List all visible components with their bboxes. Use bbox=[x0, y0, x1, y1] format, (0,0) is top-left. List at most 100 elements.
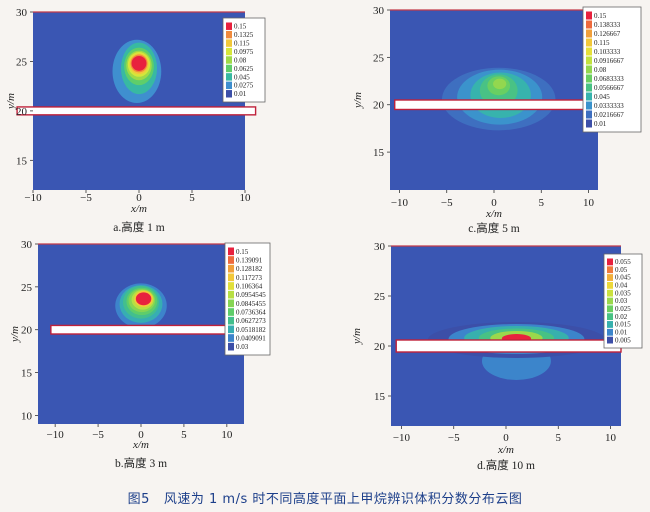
legend-swatch bbox=[586, 101, 592, 110]
y-tick-label: 25 bbox=[373, 52, 385, 64]
legend-swatch bbox=[607, 328, 613, 336]
panel-subcaption: b.高度 3 m bbox=[115, 456, 167, 470]
x-tick-label: 5 bbox=[556, 432, 562, 444]
legend-label: 0.045 bbox=[234, 73, 250, 81]
legend-label: 0.106364 bbox=[236, 282, 263, 290]
legend-label: 0.045 bbox=[615, 274, 631, 282]
legend-swatch bbox=[586, 29, 592, 38]
y-tick-label: 30 bbox=[374, 241, 386, 253]
legend-swatch bbox=[586, 56, 592, 65]
colorbar-legend: 0.150.1383330.1266670.1150.1033330.09166… bbox=[582, 6, 642, 133]
legend-swatch bbox=[586, 119, 592, 128]
legend-swatch bbox=[586, 74, 592, 83]
x-tick-label: 5 bbox=[189, 192, 195, 204]
panel-subcaption: c.高度 5 m bbox=[468, 221, 519, 235]
legend-label: 0.139091 bbox=[236, 256, 263, 264]
x-tick-label: −5 bbox=[441, 197, 453, 209]
legend-label: 0.05 bbox=[615, 266, 628, 274]
legend-label: 0.055 bbox=[615, 258, 631, 266]
legend-swatch bbox=[586, 11, 592, 20]
legend-label: 0.138333 bbox=[594, 21, 621, 29]
legend-label: 0.005 bbox=[615, 336, 631, 344]
legend-label: 0.103333 bbox=[594, 48, 621, 56]
y-tick-label: 25 bbox=[374, 291, 386, 303]
legend-label: 0.035 bbox=[615, 289, 631, 297]
legend-swatch bbox=[226, 22, 232, 30]
legend-label: 0.115 bbox=[234, 39, 250, 47]
contour-field bbox=[112, 39, 162, 103]
legend-label: 0.0566667 bbox=[594, 84, 624, 92]
contour-level bbox=[131, 56, 147, 71]
legend-label: 0.0736364 bbox=[236, 308, 266, 316]
legend-swatch bbox=[607, 281, 613, 289]
legend-swatch bbox=[226, 73, 232, 81]
y-axis-label: y/m bbox=[352, 92, 364, 109]
y-tick-label: 30 bbox=[373, 5, 385, 17]
legend-label: 0.1325 bbox=[234, 31, 254, 39]
legend-swatch bbox=[226, 56, 232, 64]
legend-swatch bbox=[607, 336, 613, 344]
legend-swatch bbox=[228, 334, 234, 342]
y-tick-label: 15 bbox=[16, 155, 28, 167]
x-tick-label: −10 bbox=[393, 432, 411, 444]
legend-swatch bbox=[586, 38, 592, 47]
y-axis-label: y/m bbox=[5, 93, 17, 110]
x-tick-label: 0 bbox=[136, 192, 142, 204]
legend-box bbox=[582, 6, 642, 133]
legend-label: 0.0916667 bbox=[594, 57, 624, 65]
x-axis-label: x/m bbox=[132, 439, 149, 451]
legend-label: 0.0275 bbox=[234, 82, 254, 90]
legend-label: 0.045 bbox=[594, 93, 610, 101]
x-tick-label: −5 bbox=[92, 429, 104, 441]
legend-label: 0.0333333 bbox=[594, 102, 624, 110]
legend-label: 0.08 bbox=[234, 56, 247, 64]
legend-swatch bbox=[607, 258, 613, 266]
x-tick-label: −5 bbox=[80, 192, 92, 204]
x-axis-label: x/m bbox=[485, 208, 502, 220]
obstacle-bar bbox=[394, 99, 590, 111]
legend-label: 0.02 bbox=[615, 313, 628, 321]
obstacle-bar bbox=[50, 324, 232, 335]
x-tick-label: −10 bbox=[24, 192, 42, 204]
legend-label: 0.03 bbox=[615, 297, 628, 305]
legend-swatch bbox=[607, 266, 613, 274]
legend-swatch bbox=[607, 313, 613, 321]
legend-swatch bbox=[226, 30, 232, 39]
legend-swatch bbox=[228, 299, 234, 308]
legend-swatch bbox=[228, 290, 234, 299]
legend-swatch bbox=[607, 289, 613, 297]
legend-swatch bbox=[226, 81, 232, 90]
y-axis-label: y/m bbox=[351, 328, 363, 345]
y-tick-label: 25 bbox=[21, 282, 33, 294]
legend-label: 0.0975 bbox=[234, 48, 254, 56]
legend-label: 0.04 bbox=[615, 282, 628, 290]
legend-swatch bbox=[586, 92, 592, 101]
x-tick-label: 10 bbox=[583, 197, 595, 209]
legend-label: 0.025 bbox=[615, 305, 631, 313]
y-tick-label: 30 bbox=[21, 239, 33, 251]
x-tick-label: −10 bbox=[47, 429, 65, 441]
y-axis-label: y/m bbox=[9, 326, 21, 343]
contour-level bbox=[135, 292, 152, 306]
legend-label: 0.0216667 bbox=[594, 111, 624, 119]
legend-swatch bbox=[607, 274, 613, 281]
legend-label: 0.0409091 bbox=[236, 334, 266, 342]
x-tick-label: 0 bbox=[138, 429, 144, 441]
legend-label: 0.0845455 bbox=[236, 300, 266, 308]
legend-swatch bbox=[228, 282, 234, 290]
legend-label: 0.0518182 bbox=[236, 326, 266, 334]
obstacle-bar bbox=[16, 106, 257, 116]
legend-swatch bbox=[607, 321, 613, 328]
x-tick-label: 0 bbox=[491, 197, 497, 209]
x-tick-label: 10 bbox=[605, 432, 617, 444]
y-tick-label: 25 bbox=[16, 56, 28, 68]
legend-swatch bbox=[228, 342, 234, 351]
legend-label: 0.015 bbox=[615, 321, 631, 329]
x-axis-label: x/m bbox=[130, 203, 147, 215]
legend-label: 0.0954545 bbox=[236, 291, 266, 299]
y-tick-label: 30 bbox=[16, 7, 28, 19]
legend-swatch bbox=[226, 90, 232, 98]
